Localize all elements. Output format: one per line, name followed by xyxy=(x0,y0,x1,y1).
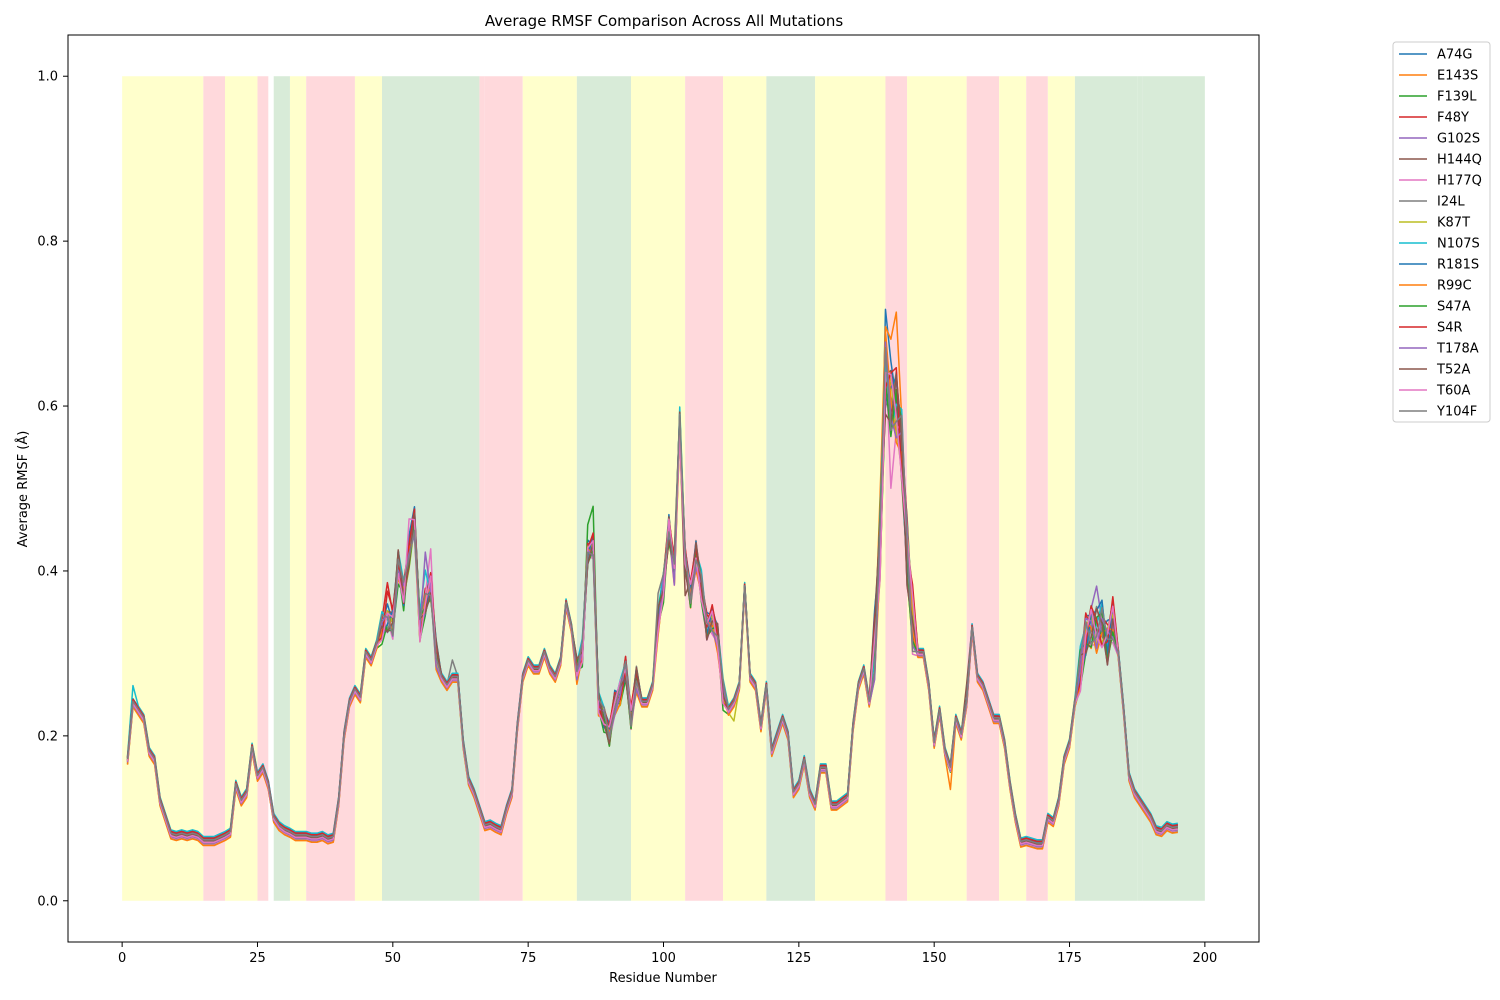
x-tick-label-0: 0 xyxy=(118,951,126,966)
region-strand-20 xyxy=(966,76,1000,901)
y-tick-label-0.2: 0.2 xyxy=(37,729,58,744)
legend-items: A74G E143S F139L F48Y G102S H144Q H177Q I24L K87… xyxy=(1399,48,1482,420)
region-helix-21 xyxy=(999,76,1027,901)
region-strand-14 xyxy=(685,76,724,901)
region-coil-8 xyxy=(381,76,480,901)
x-tick-label-200: 200 xyxy=(1192,951,1217,966)
x-tick-label-75: 75 xyxy=(520,951,537,966)
legend-label-f48y: F48Y xyxy=(1437,111,1469,126)
region-strand-18 xyxy=(885,76,908,901)
legend-label-e143s: E143S xyxy=(1437,69,1478,84)
series-line-y104f xyxy=(126,346,1178,844)
x-tick-label-175: 175 xyxy=(1057,951,1082,966)
region-helix-17 xyxy=(815,76,886,901)
x-tick-label-50: 50 xyxy=(385,951,402,966)
region-strand-1 xyxy=(203,76,225,901)
legend-label-r181s: R181S xyxy=(1437,258,1479,273)
region-helix-19 xyxy=(907,76,967,901)
legend-label-n107s: N107S xyxy=(1437,237,1480,252)
region-strand-9 xyxy=(479,76,485,901)
region-helix-2 xyxy=(224,76,258,901)
region-coil-24 xyxy=(1074,76,1138,901)
region-helix-23 xyxy=(1047,76,1075,901)
legend-label-k87t: K87T xyxy=(1437,216,1470,231)
region-helix-0 xyxy=(122,76,204,901)
region-helix-11 xyxy=(522,76,577,901)
region-strand-3 xyxy=(257,76,269,901)
region-coil-26 xyxy=(1142,76,1205,901)
legend-label-y104f: Y104F xyxy=(1436,405,1477,420)
x-tick-label-125: 125 xyxy=(786,951,811,966)
secondary-structure-regions xyxy=(122,76,1205,901)
x-tick-label-100: 100 xyxy=(651,951,676,966)
legend-label-s4r: S4R xyxy=(1437,321,1463,336)
legend-label-h177q: H177Q xyxy=(1437,174,1482,189)
legend-label-t52a: T52A xyxy=(1436,363,1470,378)
legend-label-a74g: A74G xyxy=(1437,48,1473,63)
legend-label-t178a: T178A xyxy=(1436,342,1479,357)
y-tick-label-0.8: 0.8 xyxy=(37,235,58,250)
legend-label-g102s: G102S xyxy=(1437,132,1480,147)
y-tick-label-0: 0.0 xyxy=(37,894,58,909)
region-coil-25 xyxy=(1137,76,1143,901)
legend-label-t60a: T60A xyxy=(1436,384,1470,399)
region-helix-5 xyxy=(289,76,307,901)
legend-label-r99c: R99C xyxy=(1437,279,1472,294)
region-strand-6 xyxy=(306,76,355,901)
y-axis-label: Average RMSF (Å) xyxy=(15,431,31,548)
y-axis-ticks: 0.0 0.2 0.4 0.6 0.8 1.0 xyxy=(37,70,68,909)
x-tick-label-25: 25 xyxy=(249,951,266,966)
region-strand-10 xyxy=(484,76,523,901)
legend-label-s47a: S47A xyxy=(1437,300,1471,315)
y-tick-label-1: 1.0 xyxy=(37,70,58,85)
y-tick-label-0.4: 0.4 xyxy=(37,564,58,579)
legend-label-i24l: I24L xyxy=(1437,195,1465,210)
region-coil-12 xyxy=(576,76,632,901)
region-coil-4 xyxy=(273,76,290,901)
rmsf-lines xyxy=(126,308,1178,850)
legend-label-f139l: F139L xyxy=(1437,90,1477,105)
x-axis-ticks: 0 25 50 75 100 125 150 175 200 xyxy=(118,942,1217,966)
legend-label-h144q: H144Q xyxy=(1437,153,1482,168)
y-tick-label-0.6: 0.6 xyxy=(37,400,58,415)
x-tick-label-150: 150 xyxy=(922,951,947,966)
region-helix-7 xyxy=(354,76,382,901)
region-strand-22 xyxy=(1026,76,1048,901)
region-helix-15 xyxy=(723,76,767,901)
legend: A74G E143S F139L F48Y G102S H144Q H177Q I24L K87… xyxy=(1392,41,1491,423)
x-axis-label: Residue Number xyxy=(609,971,717,986)
chart-title: Average RMSF Comparison Across All Mutat… xyxy=(485,12,844,30)
